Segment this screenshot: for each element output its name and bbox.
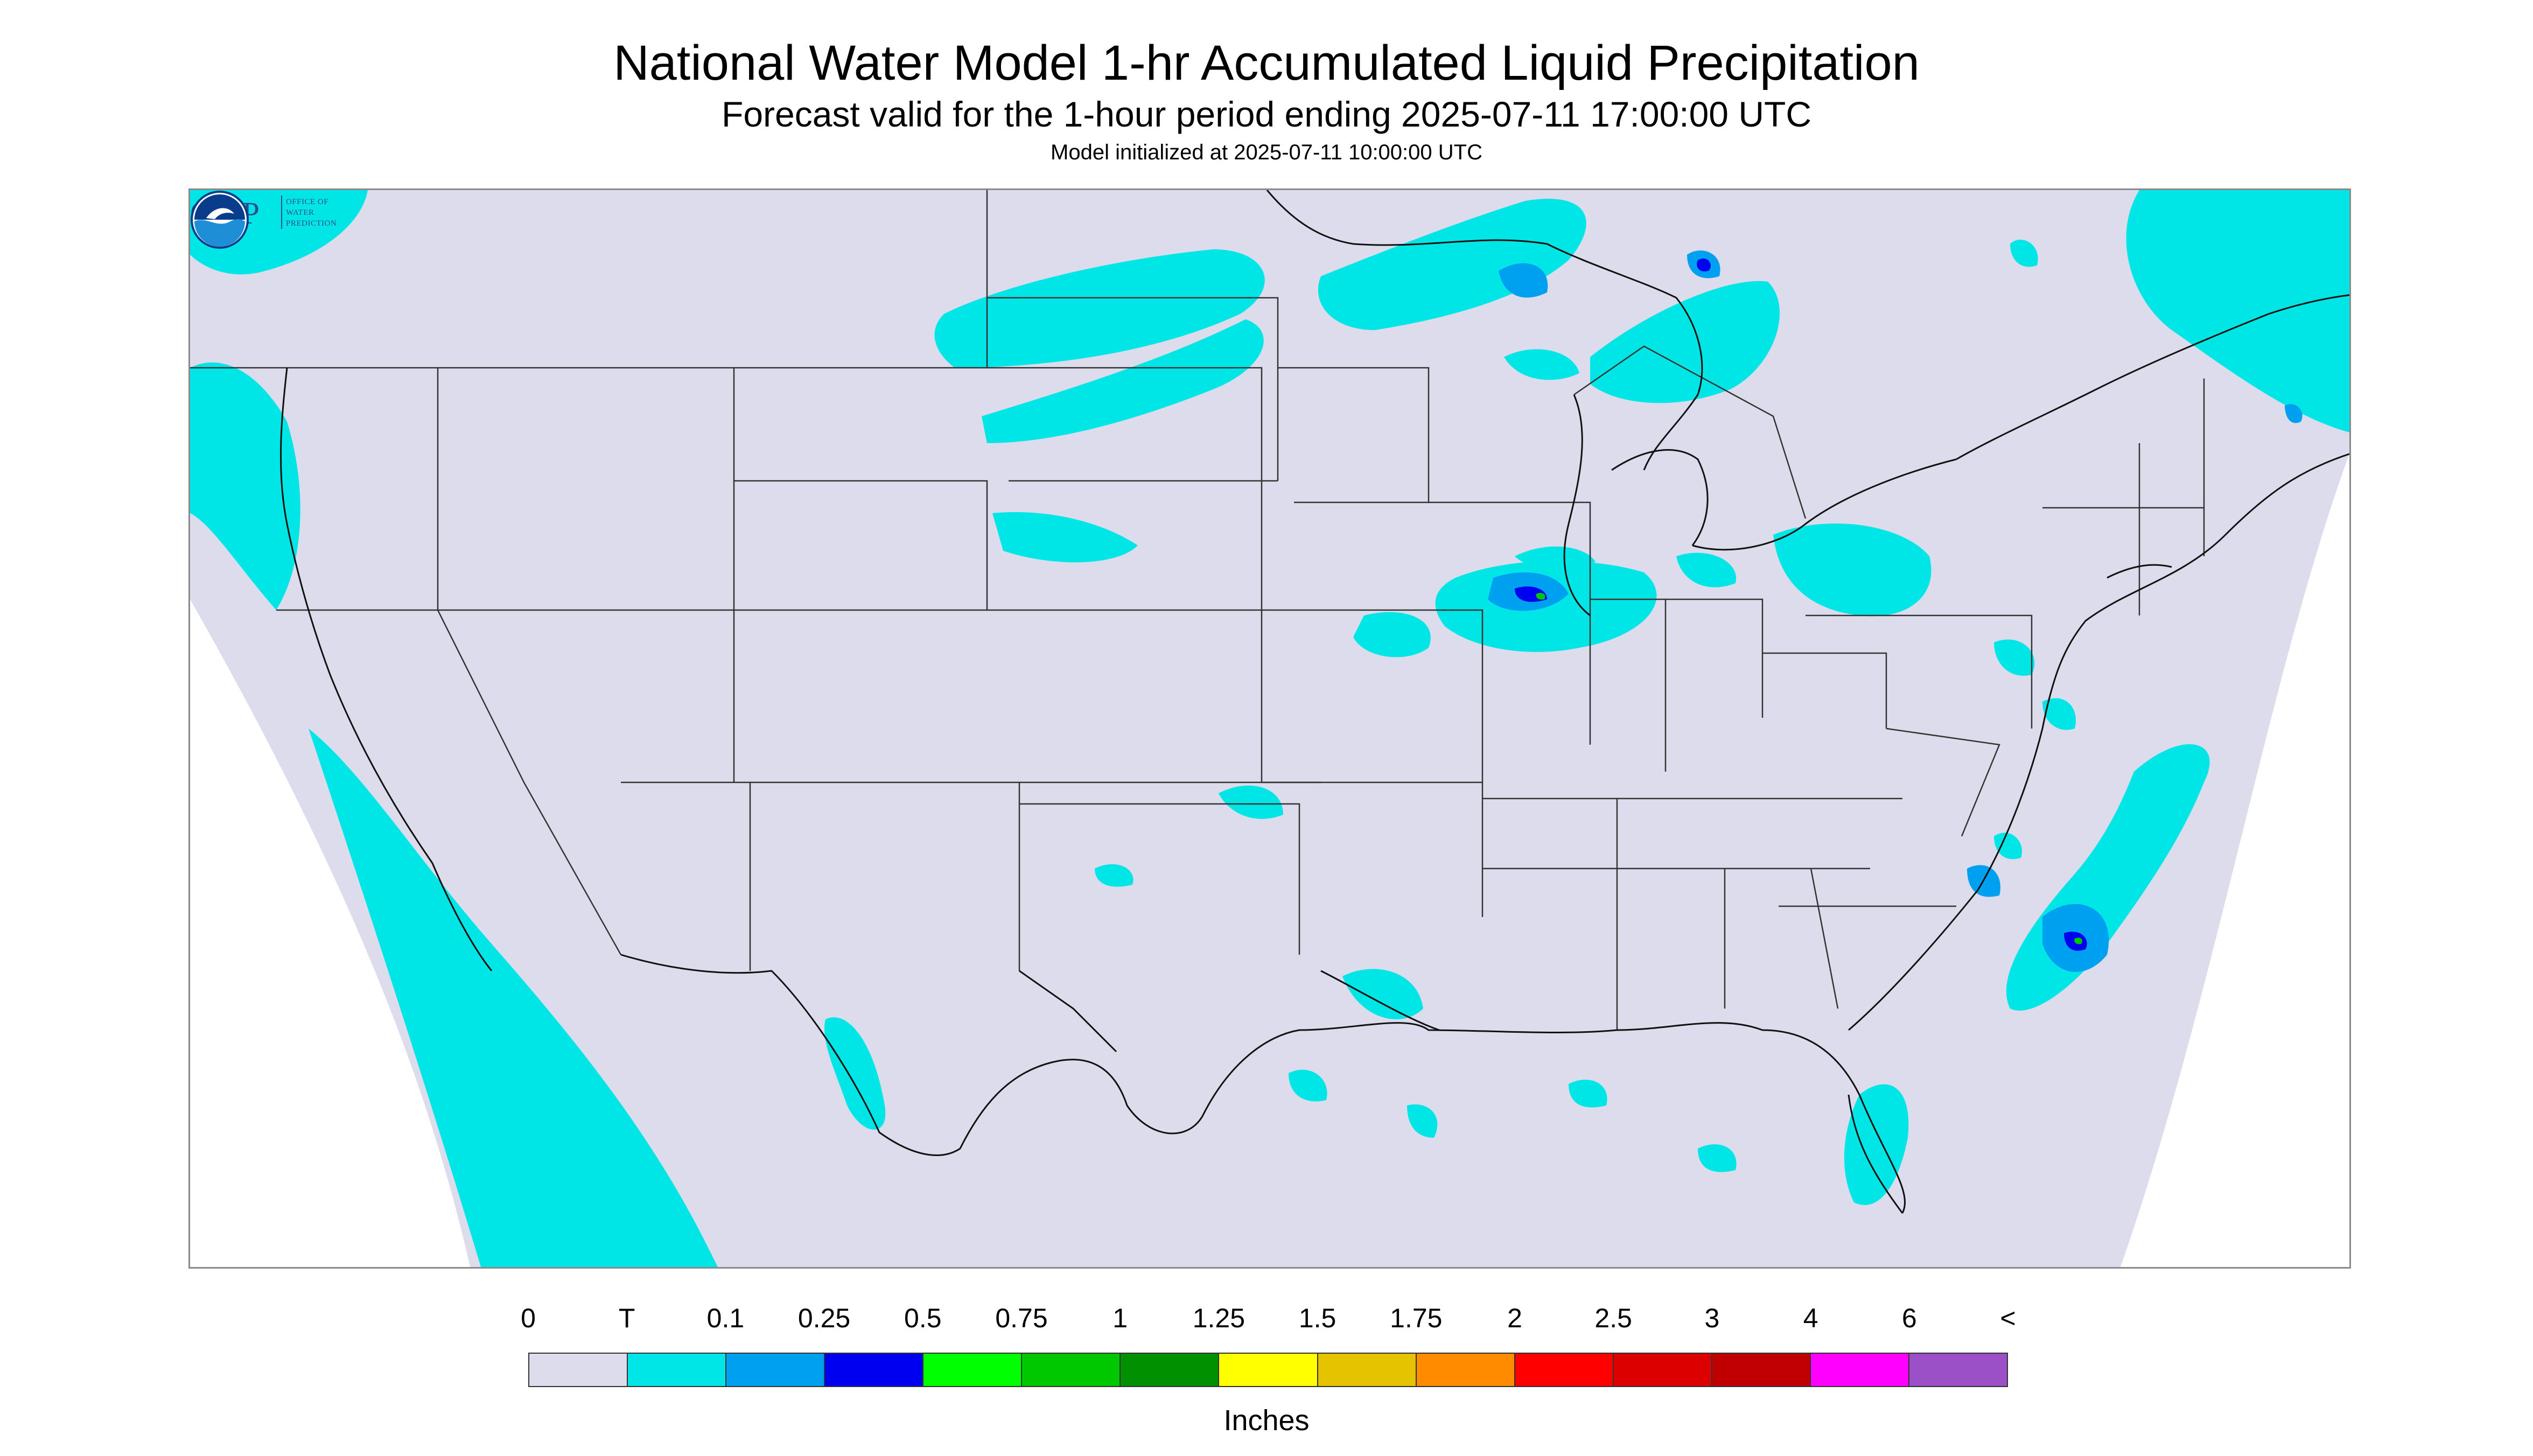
legend-label-15: < (2000, 1303, 2016, 1333)
legend-swatch-13 (1810, 1354, 1909, 1386)
heavy-precip-cells (1536, 593, 2083, 944)
legend-label-6: 1 (1112, 1303, 1128, 1333)
legend-label-11: 2.5 (1594, 1303, 1632, 1333)
owp-logo-line2: WATER (286, 208, 314, 217)
moderate-precip-cells (1515, 258, 2087, 951)
chart-title: National Water Model 1-hr Accumulated Li… (613, 36, 1920, 90)
legend-swatch-0 (529, 1354, 628, 1386)
coastlines-and-borders (279, 190, 2349, 1214)
legend-swatch-4 (923, 1354, 1023, 1386)
legend-swatch-3 (825, 1354, 924, 1386)
legend-label-1: T (618, 1303, 635, 1333)
legend-swatch-14 (1909, 1354, 2007, 1386)
legend-label-0: 0 (521, 1303, 536, 1333)
chart-subtitle: Forecast valid for the 1-hour period end… (722, 94, 1811, 134)
legend-label-10: 2 (1507, 1303, 1522, 1333)
legend-swatch-9 (1416, 1354, 1515, 1386)
legend-label-2: 0.1 (706, 1303, 745, 1333)
legend-swatch-1 (628, 1354, 727, 1386)
map-svg (190, 190, 2349, 1267)
legend-color-bar (528, 1353, 2008, 1387)
legend-label-4: 0.5 (904, 1303, 942, 1333)
model-init-text: Model initialized at 2025-07-11 10:00:00… (1051, 141, 1482, 164)
legend-label-3: 0.25 (797, 1303, 851, 1333)
legend-swatch-11 (1613, 1354, 1712, 1386)
noaa-logo-icon (191, 191, 249, 249)
legend-swatch-12 (1712, 1354, 1811, 1386)
state-boundaries (190, 190, 2205, 1030)
model-domain (190, 190, 2349, 1267)
legend-label-7: 1.25 (1192, 1303, 1245, 1333)
legend-swatch-2 (726, 1354, 825, 1386)
precipitation-map: OWP OFFICE OF WATER PREDICTION (188, 188, 2351, 1269)
legend-swatch-7 (1219, 1354, 1318, 1386)
legend-label-13: 4 (1803, 1303, 1818, 1333)
legend-label-8: 1.5 (1298, 1303, 1337, 1333)
owp-logo-line1: OFFICE OF (286, 198, 328, 206)
precip-legend: 0 T 0.1 0.25 0.5 0.75 1 1.25 1.5 1.75 2 2.5 3 4 6 < (521, 1302, 2016, 1431)
legend-swatch-8 (1318, 1354, 1417, 1386)
legend-label-5: 0.75 (995, 1303, 1048, 1333)
legend-label-12: 3 (1704, 1303, 1720, 1333)
legend-swatch-6 (1121, 1354, 1220, 1386)
legend-label-14: 6 (1901, 1303, 1917, 1333)
legend-swatch-5 (1022, 1354, 1121, 1386)
legend-label-9: 1.75 (1390, 1303, 1443, 1333)
owp-logo-line3: PREDICTION (286, 219, 337, 228)
legend-swatch-10 (1515, 1354, 1614, 1386)
legend-units-label: Inches (1223, 1404, 1310, 1437)
